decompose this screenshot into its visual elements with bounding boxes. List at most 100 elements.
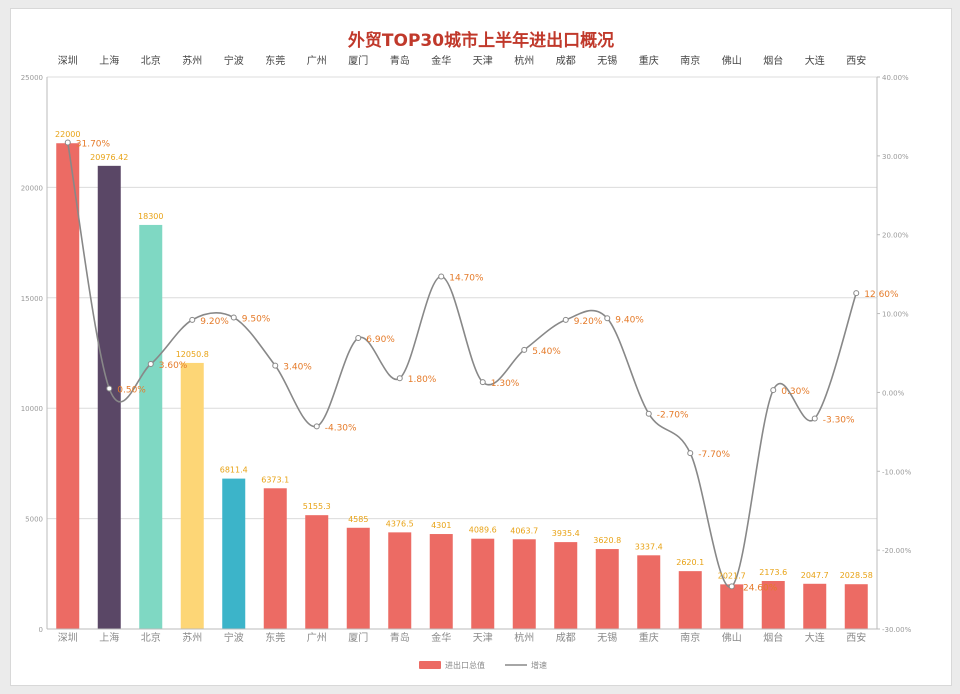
bar	[512, 539, 536, 629]
growth-point	[479, 379, 486, 386]
bottom-category-label: 上海	[99, 631, 119, 644]
bottom-category-label: 无锡	[597, 631, 617, 644]
growth-value-label: 1.30%	[491, 379, 520, 389]
growth-value-label: 9.50%	[242, 315, 271, 325]
growth-value-label: 3.40%	[283, 363, 312, 373]
bottom-category-label: 深圳	[58, 632, 78, 644]
y-left-tick-label: 10000	[21, 405, 43, 413]
growth-point	[396, 375, 403, 382]
growth-point	[106, 385, 113, 392]
growth-point	[230, 314, 237, 321]
line-series	[64, 139, 860, 590]
legend: 进出口总值 增速	[419, 660, 547, 670]
growth-point	[604, 315, 611, 322]
bar	[554, 542, 578, 629]
y-left-tick-label: 20000	[21, 184, 43, 192]
bar	[471, 538, 495, 629]
legend-bar-label: 进出口总值	[445, 660, 485, 670]
bar-value-label: 4376.5	[386, 519, 414, 528]
bar-value-label: 3337.4	[635, 542, 663, 551]
bar	[720, 584, 744, 629]
top-category-label: 宁波	[224, 54, 244, 67]
bar-value-label: 20976.42	[90, 153, 128, 162]
growth-point	[313, 423, 320, 430]
bar-value-label: 6373.1	[261, 475, 289, 484]
top-category-label: 无锡	[597, 54, 617, 67]
growth-value-label: -3.30%	[823, 415, 855, 425]
top-category-label: 南京	[680, 54, 700, 67]
bottom-category-label: 北京	[141, 631, 161, 644]
bar-value-label: 2021.7	[718, 571, 746, 580]
bar	[180, 362, 204, 629]
bar-value-label: 12050.8	[176, 350, 209, 359]
bar	[844, 584, 868, 629]
bar-value-label: 2047.7	[801, 571, 829, 580]
top-category-label: 东莞	[265, 54, 285, 67]
growth-point	[521, 346, 528, 353]
legend-bar-swatch	[419, 661, 441, 669]
bottom-category-label: 青岛	[390, 631, 410, 644]
axes: 0 5000 10000 15000 20000 25000 -30.00% -20.00% -…	[21, 54, 912, 644]
growth-value-label: 0.30%	[781, 387, 810, 397]
bar-value-label: 6811.4	[220, 466, 248, 475]
y-left-tick-label: 25000	[21, 74, 43, 82]
growth-value-label: 6.90%	[366, 335, 395, 345]
top-category-label: 上海	[99, 54, 119, 67]
legend-line-label: 增速	[531, 660, 547, 670]
bottom-category-label: 重庆	[639, 631, 659, 644]
growth-value-label: -24.60%	[740, 583, 778, 593]
top-category-label: 广州	[307, 55, 327, 67]
bar	[637, 555, 661, 629]
growth-value-label: 9.20%	[200, 317, 229, 327]
bottom-category-label: 大连	[805, 631, 825, 644]
chart-frame: 外贸TOP30城市上半年进出口概况 22000 20976.42 18300 1205…	[10, 8, 952, 686]
top-category-label: 天津	[473, 55, 493, 67]
bar	[222, 478, 246, 629]
bar	[429, 534, 453, 629]
top-category-label: 厦门	[348, 54, 368, 67]
bottom-category-label: 宁波	[224, 631, 244, 644]
y-right-tick-label: -30.00%	[882, 626, 912, 634]
top-category-label: 重庆	[639, 54, 659, 67]
growth-point	[64, 139, 71, 146]
top-category-label: 大连	[805, 54, 825, 67]
bottom-category-label: 西安	[846, 631, 866, 644]
y-left-tick-label: 15000	[21, 295, 43, 303]
bar	[678, 571, 702, 629]
growth-value-label: 0.50%	[117, 385, 146, 395]
growth-point	[562, 316, 569, 323]
growth-value-label: 9.20%	[574, 317, 603, 327]
growth-point	[272, 362, 279, 369]
bottom-category-label: 天津	[473, 632, 493, 644]
bar	[388, 532, 412, 629]
y-right-tick-label: 0.00%	[882, 389, 905, 397]
y-left-tick-label: 5000	[25, 516, 43, 524]
top-category-label: 青岛	[390, 54, 410, 67]
bar-value-label: 4089.6	[469, 526, 497, 535]
combo-chart: 外贸TOP30城市上半年进出口概况 22000 20976.42 18300 1205…	[21, 30, 912, 670]
bottom-category-label: 烟台	[763, 631, 783, 644]
y-right-tick-label: -20.00%	[882, 547, 912, 555]
bar	[803, 583, 827, 629]
bar	[139, 224, 163, 629]
growth-point	[687, 450, 694, 457]
top-category-label: 成都	[556, 55, 576, 67]
bottom-category-label: 苏州	[182, 631, 202, 644]
top-category-label: 北京	[141, 54, 161, 67]
bar-value-label: 22000	[55, 130, 80, 139]
growth-point	[811, 415, 818, 422]
growth-value-label: 31.70%	[76, 139, 111, 149]
bottom-category-label: 杭州	[514, 631, 534, 644]
bar-value-label: 4301	[431, 521, 451, 530]
growth-point	[728, 583, 735, 590]
bar	[97, 165, 121, 630]
top-category-label: 苏州	[182, 54, 202, 67]
bottom-category-label: 厦门	[348, 631, 368, 644]
bar-value-label: 5155.3	[303, 502, 331, 511]
bar-value-label: 2028.58	[840, 571, 873, 580]
growth-point	[853, 290, 860, 297]
growth-value-label: 14.70%	[449, 274, 484, 284]
bar	[56, 143, 80, 630]
grid-lines	[47, 76, 877, 630]
bar-value-label: 3935.4	[552, 529, 580, 538]
